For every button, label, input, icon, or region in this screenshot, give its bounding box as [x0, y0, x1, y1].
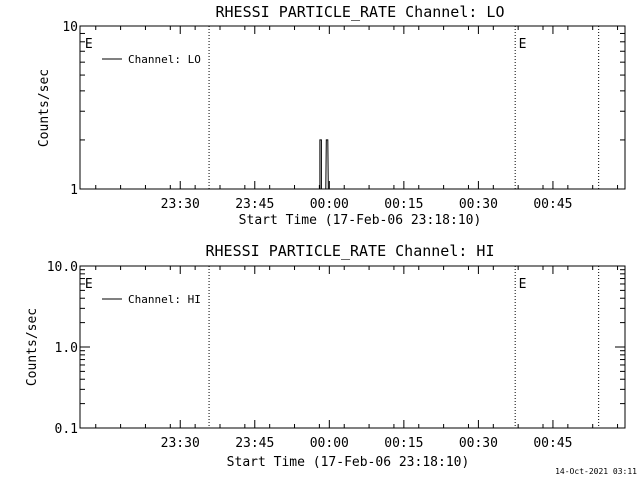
chart-title: RHESSI PARTICLE_RATE Channel: LO [216, 3, 505, 21]
event-marker-label: E [519, 277, 527, 292]
chart-panel-hi: RHESSI PARTICLE_RATE Channel: HI 23:30 23… [25, 242, 626, 470]
legend-label: Channel: HI [128, 293, 201, 306]
x-axis-label: Start Time (17-Feb-06 23:18:10) [239, 213, 482, 228]
generation-timestamp: 14-Oct-2021 03:11 [555, 467, 637, 476]
legend-label: Channel: LO [128, 53, 201, 66]
y-tick-label: 10 [62, 20, 78, 35]
axis-ticks: 23:30 23:45 00:00 00:15 00:30 00:45 0.1 1.0 10.0 [47, 260, 625, 451]
plot-frame [79, 265, 626, 429]
x-tick-label: 23:30 [161, 197, 200, 212]
y-axis-label: Counts/sec [37, 69, 52, 147]
y-tick-label: 1 [70, 183, 78, 198]
series-line [318, 139, 330, 190]
chart-panel-lo: RHESSI PARTICLE_RATE Channel: LO 23:30 23… [37, 3, 626, 228]
plot-frame [79, 25, 626, 190]
y-tick-label: 10.0 [47, 260, 78, 275]
event-lines [208, 266, 600, 428]
x-tick-label: 23:45 [235, 436, 274, 451]
x-tick-label: 00:15 [384, 436, 423, 451]
axis-ticks: 23:30 23:45 00:00 00:15 00:30 00:45 1 10 [62, 20, 625, 212]
x-tick-label: 00:15 [384, 197, 423, 212]
event-marker-label: E [519, 37, 527, 52]
y-axis-label: Counts/sec [25, 308, 40, 386]
series-lines [318, 139, 330, 190]
event-marker-label: E [85, 277, 93, 292]
x-tick-label: 00:00 [310, 197, 349, 212]
event-lines [208, 26, 600, 189]
chart-title: RHESSI PARTICLE_RATE Channel: HI [206, 242, 495, 260]
x-tick-label: 23:45 [235, 197, 274, 212]
y-tick-label: 1.0 [55, 341, 78, 356]
event-marker-label: E [85, 37, 93, 52]
x-tick-label: 23:30 [161, 436, 200, 451]
x-tick-label: 00:00 [310, 436, 349, 451]
x-axis-label: Start Time (17-Feb-06 23:18:10) [227, 455, 470, 470]
x-tick-label: 00:30 [459, 436, 498, 451]
x-tick-label: 00:45 [533, 197, 572, 212]
x-tick-label: 00:30 [459, 197, 498, 212]
y-tick-label: 0.1 [55, 422, 78, 437]
x-tick-label: 00:45 [533, 436, 572, 451]
